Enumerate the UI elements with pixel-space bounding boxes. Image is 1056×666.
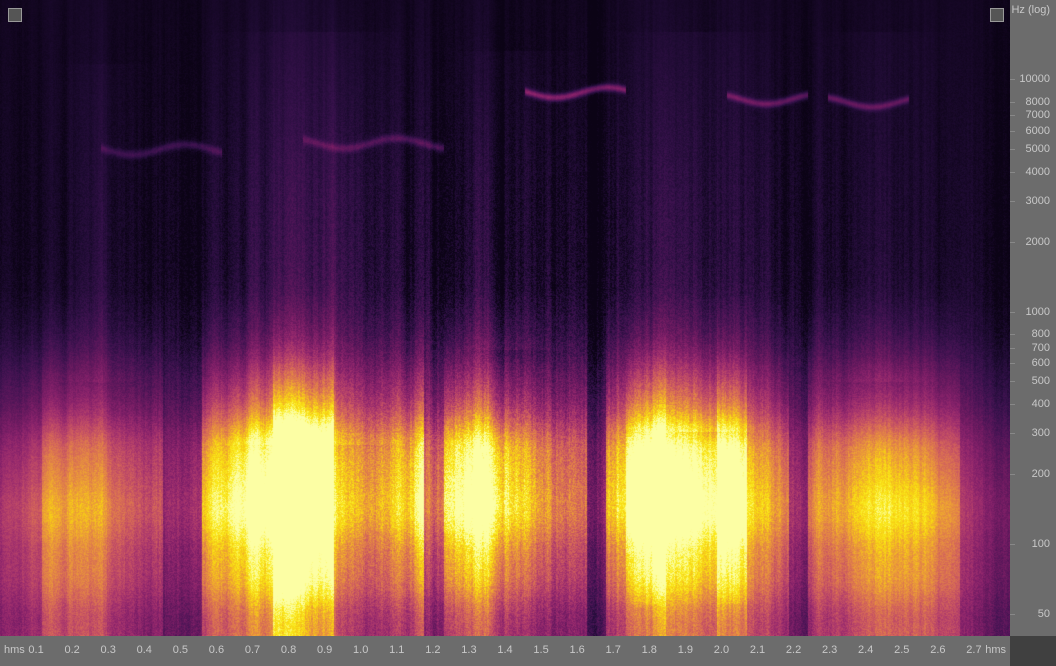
frequency-tick bbox=[1010, 102, 1015, 103]
frequency-tick bbox=[1010, 404, 1015, 405]
frequency-tick-label: 4000 bbox=[1026, 166, 1050, 178]
frequency-tick-label: 200 bbox=[1032, 468, 1050, 480]
time-tick-label: 1.8 bbox=[642, 644, 657, 656]
frequency-tick bbox=[1010, 172, 1015, 173]
frequency-tick-label: 5000 bbox=[1026, 143, 1050, 155]
frequency-tick bbox=[1010, 149, 1015, 150]
frequency-tick bbox=[1010, 348, 1015, 349]
frequency-axis: Hz (log) 10000 80007000 6000 5000 4000 3000 20… bbox=[1010, 0, 1056, 636]
frequency-tick-label: 10000 bbox=[1019, 73, 1050, 85]
time-tick-label: 0.4 bbox=[137, 644, 152, 656]
frequency-tick bbox=[1010, 115, 1015, 116]
time-tick-label: 1.0 bbox=[353, 644, 368, 656]
time-tick-label: 2.1 bbox=[750, 644, 765, 656]
frequency-tick-label: 100 bbox=[1032, 538, 1050, 550]
time-tick-label: 2.6 bbox=[930, 644, 945, 656]
time-axis: hmshms0.10.20.30.40.50.60.70.80.91.01.11… bbox=[0, 636, 1010, 666]
frequency-tick-label: 50 bbox=[1038, 608, 1050, 620]
frequency-tick-label: 600 bbox=[1032, 357, 1050, 369]
frequency-tick bbox=[1010, 433, 1015, 434]
frequency-tick bbox=[1010, 614, 1015, 615]
frequency-tick-label: 6000 bbox=[1026, 125, 1050, 137]
time-tick-label: 2.3 bbox=[822, 644, 837, 656]
resize-handle-icon[interactable] bbox=[8, 8, 22, 22]
time-tick-label: 0.5 bbox=[173, 644, 188, 656]
time-tick-label: 1.5 bbox=[533, 644, 548, 656]
spectrogram-container: Hz (log) 10000 80007000 6000 5000 4000 3000 20… bbox=[0, 0, 1056, 666]
frequency-tick-label: 3000 bbox=[1026, 195, 1050, 207]
time-tick-label: 0.7 bbox=[245, 644, 260, 656]
resize-handle-icon[interactable] bbox=[990, 8, 1004, 22]
frequency-tick bbox=[1010, 79, 1015, 80]
frequency-tick-label: 300 bbox=[1032, 427, 1050, 439]
frequency-tick bbox=[1010, 474, 1015, 475]
frequency-tick-label: 7000 bbox=[1026, 109, 1050, 121]
spectrogram-canvas bbox=[0, 0, 1010, 636]
time-tick-label: 1.6 bbox=[569, 644, 584, 656]
frequency-tick bbox=[1010, 334, 1015, 335]
time-tick-label: 2.2 bbox=[786, 644, 801, 656]
time-tick-label: 0.3 bbox=[101, 644, 116, 656]
time-tick-label: 2.0 bbox=[714, 644, 729, 656]
time-tick-label: 0.6 bbox=[209, 644, 224, 656]
time-tick-label: 1.1 bbox=[389, 644, 404, 656]
frequency-tick bbox=[1010, 201, 1015, 202]
time-tick-label: 1.7 bbox=[606, 644, 621, 656]
time-tick-label: 0.9 bbox=[317, 644, 332, 656]
frequency-tick-label: 8000 bbox=[1026, 96, 1050, 108]
frequency-tick bbox=[1010, 312, 1015, 313]
frequency-tick-label: 1000 bbox=[1026, 306, 1050, 318]
frequency-tick-label: 800 bbox=[1032, 328, 1050, 340]
frequency-tick bbox=[1010, 242, 1015, 243]
frequency-tick-label: 500 bbox=[1032, 375, 1050, 387]
time-tick-label: 0.8 bbox=[281, 644, 296, 656]
frequency-tick bbox=[1010, 544, 1015, 545]
time-axis-unit: hms bbox=[985, 644, 1006, 656]
frequency-tick bbox=[1010, 131, 1015, 132]
frequency-axis-title: Hz (log) bbox=[1011, 4, 1050, 16]
time-axis-unit: hms bbox=[4, 644, 25, 656]
time-tick-label: 2.7 bbox=[966, 644, 981, 656]
time-tick-label: 1.2 bbox=[425, 644, 440, 656]
time-tick-label: 1.9 bbox=[678, 644, 693, 656]
time-tick-label: 1.4 bbox=[497, 644, 512, 656]
frequency-tick-label: 400 bbox=[1032, 398, 1050, 410]
frequency-tick-label: 700 bbox=[1032, 342, 1050, 354]
time-tick-label: 0.2 bbox=[64, 644, 79, 656]
time-tick-label: 2.5 bbox=[894, 644, 909, 656]
frequency-tick bbox=[1010, 381, 1015, 382]
time-tick-label: 1.3 bbox=[461, 644, 476, 656]
frequency-tick-label: 2000 bbox=[1026, 236, 1050, 248]
time-tick-label: 2.4 bbox=[858, 644, 873, 656]
time-tick-label: 0.1 bbox=[28, 644, 43, 656]
frequency-tick bbox=[1010, 363, 1015, 364]
